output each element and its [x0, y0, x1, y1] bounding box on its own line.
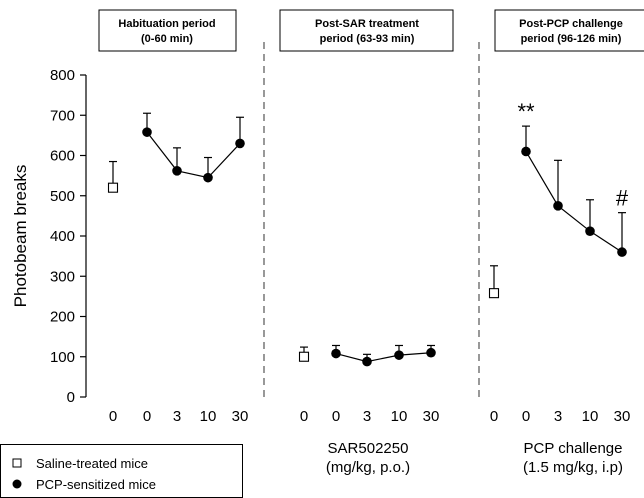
x-tick-label: 3	[363, 408, 371, 425]
pcp-point	[203, 172, 213, 183]
legend-marker-filled-circle	[12, 479, 22, 489]
x-tick-label: 30	[423, 408, 440, 425]
pcp-series-line	[525, 151, 623, 253]
pcp-point	[142, 127, 152, 137]
y-tick-label: 500	[50, 188, 75, 205]
y-tick-label: 800	[50, 67, 75, 84]
y-tick-label: 300	[50, 268, 75, 285]
x-tick-label: 3	[173, 408, 181, 425]
saline-point	[107, 182, 119, 193]
pcp-point	[617, 247, 627, 257]
y-tick-label: 600	[50, 148, 75, 165]
axes: 0 100 200 300 400 500 600 700 800 Photobeam break…	[11, 42, 480, 406]
panel-footer-line2: (1.5 mg/kg, i.p)	[523, 459, 623, 476]
panel-2: Post-SAR treatment period (63-93 min) 0 0 3 1…	[279, 9, 454, 476]
pcp-point	[426, 347, 436, 358]
x-tick-label: 0	[522, 408, 530, 425]
x-tick-label: 10	[391, 408, 408, 425]
panel-title-box	[98, 9, 237, 52]
y-tick-label: 700	[50, 107, 75, 124]
y-tick-label: 200	[50, 309, 75, 326]
y-tick-label: 0	[67, 389, 75, 406]
panel-title-line1: Habituation period	[118, 18, 215, 30]
pcp-point	[394, 350, 404, 360]
legend: Saline-treated mice PCP-sensitized mice	[0, 444, 243, 498]
panel-footer-line1: SAR502250	[328, 440, 409, 457]
panels: Habituation period(0-60 min)0 0 3 10 30Post-…	[98, 9, 644, 476]
panel-title-box	[279, 9, 454, 52]
x-tick-label: 0	[300, 408, 308, 425]
saline-point	[298, 351, 310, 362]
x-tick-label: 10	[200, 408, 217, 425]
panel-title-line1: Post-PCP challenge	[519, 18, 623, 30]
x-tick-label: 0	[332, 408, 340, 425]
pcp-series-line	[146, 131, 241, 179]
panel-1: Habituation period (0-60 min) 0 0 3 10 30	[98, 9, 249, 425]
x-tick-label: 10	[582, 408, 599, 425]
significance-marker: **	[517, 99, 535, 124]
x-tick-label: 0	[490, 408, 498, 425]
x-tick-label: 30	[614, 408, 631, 425]
pcp-point	[362, 356, 372, 367]
x-tick-label: 0	[143, 408, 151, 425]
panel-title-line2: (0-60 min)	[141, 33, 193, 45]
panel-footer-line2: (mg/kg, p.o.)	[326, 459, 410, 476]
pcp-series-line	[335, 352, 432, 363]
pcp-point	[331, 348, 341, 359]
x-tick-label: 3	[554, 408, 562, 425]
panel-title-box	[494, 9, 644, 52]
y-tick-label: 400	[50, 228, 75, 245]
pcp-point	[585, 226, 595, 236]
y-axis-label: Photobeam breaks	[11, 165, 30, 308]
pcp-point	[521, 146, 531, 157]
saline-point	[488, 288, 500, 299]
legend-marker-open-square	[12, 458, 22, 468]
pcp-point	[553, 201, 563, 211]
panel-title-line2: period (63-93 min)	[320, 33, 415, 45]
x-tick-label: 30	[232, 408, 249, 425]
panel-title-line2: period (96-126 min)	[521, 33, 622, 45]
panel-title-line1: Post-SAR treatment	[315, 18, 419, 30]
pcp-point	[235, 138, 245, 149]
panel-3: Post-PCP challenge period (96-126 min) 0 0 3…	[488, 9, 644, 476]
legend-label: Saline-treated mice	[36, 456, 148, 471]
legend-label: PCP-sensitized mice	[36, 477, 156, 492]
significance-marker: #	[616, 186, 629, 211]
panel-footer-line1: PCP challenge	[524, 440, 623, 457]
legend-box	[0, 444, 243, 498]
x-tick-label: 0	[109, 408, 117, 425]
y-tick-label: 100	[50, 349, 75, 366]
pcp-point	[172, 165, 182, 176]
